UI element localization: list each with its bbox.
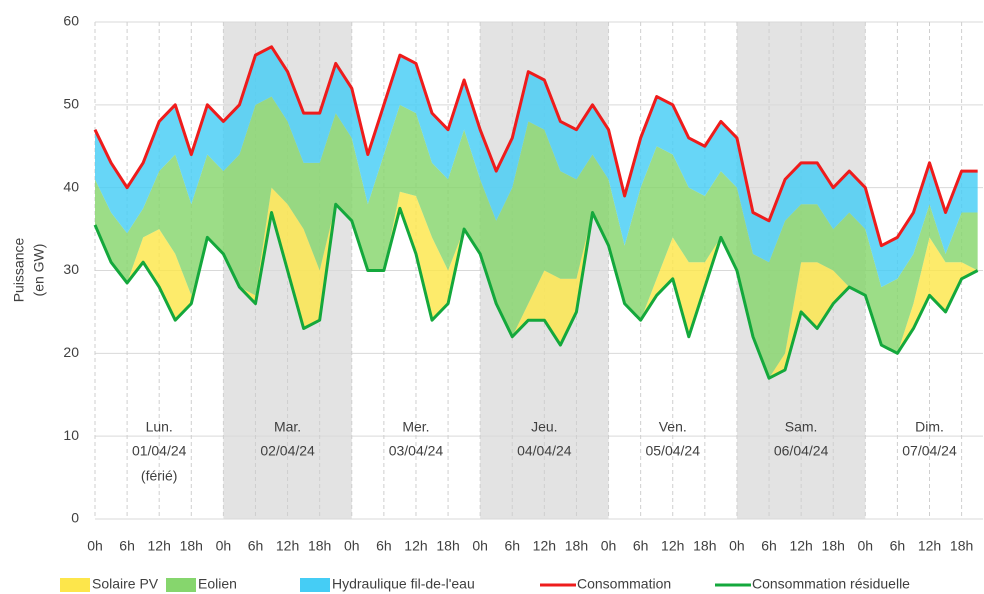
y-tick-label: 10 <box>63 427 79 443</box>
x-tick-label: 0h <box>858 538 874 554</box>
day-name: Jeu. <box>531 419 557 435</box>
x-tick-label: 12h <box>789 538 812 554</box>
day-date: 01/04/24 <box>132 443 187 459</box>
x-tick-label: 18h <box>180 538 203 554</box>
day-name: Dim. <box>915 419 944 435</box>
legend-label: Solaire PV <box>92 576 159 592</box>
y-axis-label: Puissance <box>11 237 27 302</box>
y-tick-label: 30 <box>63 261 79 277</box>
y-tick-label: 0 <box>71 510 79 526</box>
day-note: (férié) <box>141 468 178 484</box>
line <box>93 202 979 380</box>
area <box>95 187 978 379</box>
legend-label: Consommation résiduelle <box>752 576 910 592</box>
legend-label: Hydraulique fil-de-l'eau <box>332 576 475 592</box>
day-name: Mar. <box>274 419 301 435</box>
x-tick-label: 6h <box>248 538 264 554</box>
x-tick-label: 6h <box>633 538 649 554</box>
x-tick-label: 18h <box>436 538 459 554</box>
x-tick-label: 18h <box>693 538 716 554</box>
day-name: Lun. <box>146 419 173 435</box>
x-tick-label: 0h <box>87 538 103 554</box>
legend-swatch <box>60 578 90 592</box>
legend-swatch <box>166 578 196 592</box>
x-tick-label: 18h <box>308 538 331 554</box>
day-name: Sam. <box>785 419 818 435</box>
y-tick-label: 60 <box>63 13 79 29</box>
x-tick-label: 0h <box>344 538 360 554</box>
x-tick-label: 12h <box>404 538 427 554</box>
day-date: 03/04/24 <box>389 443 444 459</box>
day-date: 02/04/24 <box>260 443 315 459</box>
x-tick-label: 12h <box>918 538 941 554</box>
day-date: 04/04/24 <box>517 443 572 459</box>
day-date: 06/04/24 <box>774 443 829 459</box>
day-name: Mer. <box>402 419 429 435</box>
x-tick-label: 18h <box>822 538 845 554</box>
y-tick-label: 20 <box>63 344 79 360</box>
x-tick-label: 0h <box>601 538 617 554</box>
x-tick-label: 12h <box>148 538 171 554</box>
legend-label: Eolien <box>198 576 237 592</box>
x-tick-label: 6h <box>376 538 392 554</box>
x-tick-label: 6h <box>761 538 777 554</box>
y-tick-label: 50 <box>63 96 79 112</box>
day-date: 07/04/24 <box>902 443 957 459</box>
x-tick-label: 6h <box>119 538 135 554</box>
line <box>93 45 978 248</box>
legend-label: Consommation <box>577 576 671 592</box>
x-tick-label: 12h <box>661 538 684 554</box>
x-tick-label: 18h <box>950 538 973 554</box>
x-tick-label: 0h <box>729 538 745 554</box>
areas <box>95 46 978 379</box>
labels: 0 10 20 30 40 50 60 0h 6h 12h 18h 0h 6h 12h 18h 0h 6h 12h… <box>11 13 974 554</box>
x-tick-label: 6h <box>890 538 906 554</box>
x-tick-label: 0h <box>216 538 232 554</box>
legend: Solaire PV Eolien Hydraulique fil-de-l'eau… <box>60 576 910 592</box>
x-tick-label: 12h <box>276 538 299 554</box>
y-axis-label: (en GW) <box>31 244 47 297</box>
x-tick-label: 18h <box>565 538 588 554</box>
x-tick-label: 0h <box>472 538 488 554</box>
x-tick-label: 6h <box>504 538 520 554</box>
area <box>95 96 978 379</box>
legend-swatch <box>300 578 330 592</box>
area <box>95 46 978 288</box>
lines <box>93 45 979 380</box>
y-tick-label: 40 <box>63 178 79 194</box>
day-name: Ven. <box>659 419 687 435</box>
day-date: 05/04/24 <box>645 443 700 459</box>
x-tick-label: 12h <box>533 538 556 554</box>
